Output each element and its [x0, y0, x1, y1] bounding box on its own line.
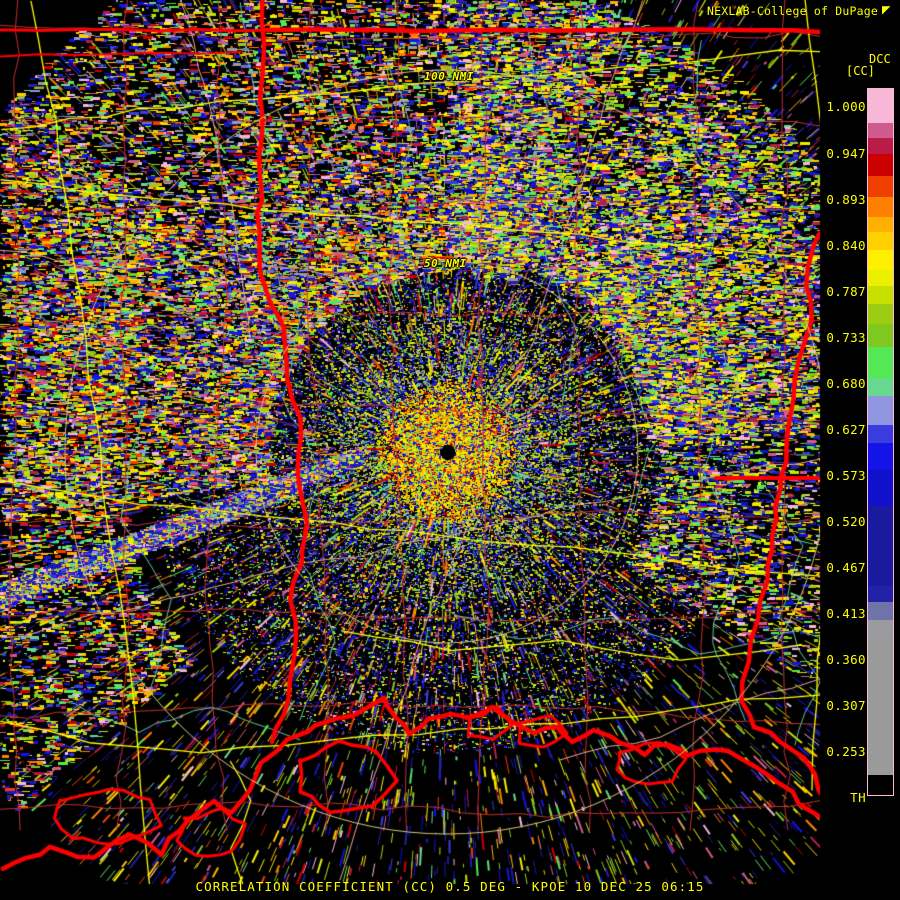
colorbar-segment: [868, 346, 893, 379]
colorbar-tick: 0.893: [826, 192, 866, 207]
range-ring-label-50nmi: 50 NMI: [424, 257, 467, 270]
colorbar-tick: 0.253: [826, 744, 866, 759]
colorbar-tick: 0.467: [826, 560, 866, 575]
colorbar-title: DCC: [869, 52, 891, 66]
colorbar-tick: 0.733: [826, 330, 866, 345]
cod-nexlab-logo-icon: ◤: [882, 2, 891, 18]
colorbar-segment: [868, 153, 893, 177]
colorbar-segment: [868, 637, 893, 775]
colorbar-segment: [868, 176, 893, 197]
colorbar-segment: [868, 138, 893, 154]
colorbar-tick: 0.947: [826, 146, 866, 161]
colorbar-segment: [868, 505, 893, 587]
colorbar-tick: TH: [850, 790, 866, 805]
colorbar-tick: 0.627: [826, 422, 866, 437]
colorbar-segment: [868, 469, 893, 506]
colorbar-tick: 0.307: [826, 698, 866, 713]
colorbar-tick: 1.000: [826, 99, 866, 114]
colorbar-segment: [868, 378, 893, 396]
colorbar-segment: [868, 216, 893, 233]
colorbar-gradient: [868, 89, 893, 795]
colorbar-tick: 0.680: [826, 376, 866, 391]
colorbar-segment: [868, 425, 893, 443]
colorbar-segment: [868, 324, 893, 347]
color-scale-panel: DCC [CC] 1.000 0.947 0.893 0.840 0.787 0.733 0…: [820, 52, 900, 812]
colorbar-tick: 0.360: [826, 652, 866, 667]
colorbar-segment: [868, 774, 893, 795]
colorbar-segment: [868, 89, 893, 123]
colorbar-segment: [868, 395, 893, 426]
colorbar-segment: [868, 122, 893, 139]
colorbar-tick: 0.840: [826, 238, 866, 253]
colorbar-segment: [868, 304, 893, 325]
colorbar-segment: [868, 196, 893, 217]
colorbar-frame[interactable]: [867, 88, 894, 796]
colorbar-segment: [868, 250, 893, 271]
colorbar-segment: [868, 442, 893, 470]
colorbar-segment: [868, 620, 893, 638]
colorbar-tick: 0.573: [826, 468, 866, 483]
colorbar-segment: [868, 586, 893, 603]
colorbar-tick: 0.413: [826, 606, 866, 621]
colorbar-tick: 0.520: [826, 514, 866, 529]
colorbar-unit-label: [CC]: [846, 64, 875, 78]
colorbar-segment: [868, 270, 893, 287]
range-ring-label-100nmi: 100 NMI: [424, 70, 474, 83]
colorbar-segment: [868, 602, 893, 621]
colorbar-segment: [868, 232, 893, 251]
colorbar-tick: 0.787: [826, 284, 866, 299]
colorbar-segment: [868, 286, 893, 305]
header-title: NEXLAB-College of DuPage: [707, 4, 878, 18]
product-caption: CORRELATION COEFFICIENT (CC) 0.5 DEG - K…: [195, 879, 705, 894]
